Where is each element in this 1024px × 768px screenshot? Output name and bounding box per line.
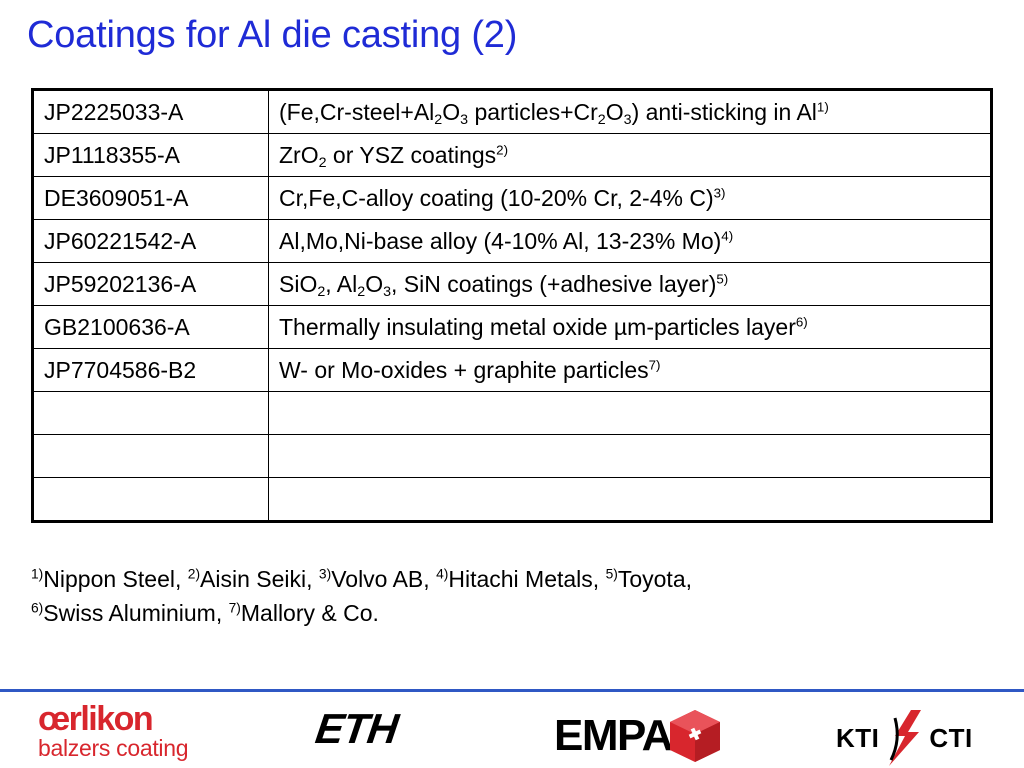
patent-description: [268, 391, 992, 435]
patent-number: JP2225033-A: [32, 89, 269, 134]
footnote-nippon-steel: Nippon Steel,: [43, 566, 188, 592]
empa-logo: EMPA: [554, 708, 724, 764]
footnote-ref: 3): [713, 185, 726, 201]
footnote-ref: 1): [816, 99, 829, 115]
patent-number: DE3609051-A: [32, 176, 269, 220]
table-row: JP60221542-A Al,Mo,Ni-base alloy (4-10% …: [32, 219, 992, 263]
footnote-ref: 6): [795, 314, 808, 330]
kti-cti-logo: KTI CTI: [836, 710, 973, 766]
patent-number: [32, 391, 269, 435]
table-row-empty: [32, 391, 992, 435]
patent-description: W- or Mo-oxides + graphite particles7): [268, 348, 992, 392]
table-row: JP7704586-B2 W- or Mo-oxides + graphite …: [32, 348, 992, 392]
footnote-ref: 2): [496, 142, 509, 158]
table-row-empty: [32, 434, 992, 478]
table-row: JP1118355-A ZrO2 or YSZ coatings2): [32, 133, 992, 177]
patent-description: Thermally insulating metal oxide µm-part…: [268, 305, 992, 349]
patent-number: [32, 434, 269, 478]
table-row: DE3609051-A Cr,Fe,C-alloy coating (10-20…: [32, 176, 992, 220]
table-row-empty: [32, 477, 992, 522]
footnote-line-1: 1)Nippon Steel, 2)Aisin Seiki, 3)Volvo A…: [31, 566, 692, 592]
patent-number: JP7704586-B2: [32, 348, 269, 392]
patent-number: JP1118355-A: [32, 133, 269, 177]
oerlikon-balzers-logo: œrlikon balzers coating: [38, 700, 189, 761]
empa-cube-icon: [669, 710, 720, 762]
patent-number: [32, 477, 269, 522]
patent-table: JP2225033-A (Fe,Cr-steel+Al2O3 particles…: [31, 88, 993, 523]
patent-description: SiO2, Al2O3, SiN coatings (+adhesive lay…: [268, 262, 992, 306]
patent-number: GB2100636-A: [32, 305, 269, 349]
footer-divider: [0, 689, 1024, 692]
kti-lightning-icon: [889, 710, 922, 766]
patent-description: [268, 477, 992, 522]
slide-title: Coatings for Al die casting (2): [27, 14, 518, 56]
footnote-ref: 7): [648, 357, 661, 373]
patent-description: ZrO2 or YSZ coatings2): [268, 133, 992, 177]
patent-description: Al,Mo,Ni-base alloy (4-10% Al, 13-23% Mo…: [268, 219, 992, 263]
footnote-hitachi: Hitachi Metals,: [448, 566, 606, 592]
footnote-aisin-seiki: Aisin Seiki,: [200, 566, 319, 592]
patent-number: JP59202136-A: [32, 262, 269, 306]
table-row: JP2225033-A (Fe,Cr-steel+Al2O3 particles…: [32, 89, 992, 134]
patent-description: Cr,Fe,C-alloy coating (10-20% Cr, 2-4% C…: [268, 176, 992, 220]
footnote-volvo: Volvo AB,: [331, 566, 437, 592]
footnote-mallory: Mallory & Co.: [240, 600, 379, 626]
table-row: JP59202136-A SiO2, Al2O3, SiN coatings (…: [32, 262, 992, 306]
footnotes: 1)Nippon Steel, 2)Aisin Seiki, 3)Volvo A…: [31, 562, 692, 630]
footnote-toyota: Toyota,: [617, 566, 692, 592]
patent-description: (Fe,Cr-steel+Al2O3 particles+Cr2O3) anti…: [268, 89, 992, 134]
footnote-line-2: 6)Swiss Aluminium, 7)Mallory & Co.: [31, 600, 379, 626]
eth-logo: ETH: [312, 705, 401, 752]
footnote-ref: 4): [721, 228, 734, 244]
footnote-swiss-aluminium: Swiss Aluminium,: [43, 600, 229, 626]
patent-description: [268, 434, 992, 478]
patent-number: JP60221542-A: [32, 219, 269, 263]
table-row: GB2100636-A Thermally insulating metal o…: [32, 305, 992, 349]
footnote-ref: 5): [716, 271, 729, 287]
